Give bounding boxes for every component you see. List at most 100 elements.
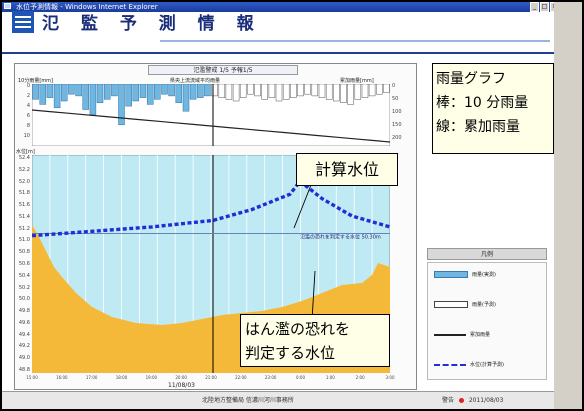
rain-chart xyxy=(32,84,390,146)
level-y-tick: 50.4 xyxy=(18,272,30,279)
level-label: 水位[m] xyxy=(16,149,35,155)
x-tick: 0:00 xyxy=(296,375,305,380)
rain-graph-callout: 雨量グラフ 棒：10 分雨量 線：累加雨量 xyxy=(432,63,554,154)
level-y-tick: 51.8 xyxy=(18,190,30,197)
legend-label: 雨量(予測) xyxy=(472,302,496,308)
legend-title: 凡例 xyxy=(427,248,547,260)
x-tick: 22:00 xyxy=(235,375,247,380)
rain-bar-forecast xyxy=(239,84,247,98)
level-y-tick: 50.2 xyxy=(18,284,30,291)
legend-item-cumulative: 累加雨量 xyxy=(434,331,490,338)
rain-bar-observed xyxy=(168,84,175,97)
level-y-tick: 52.0 xyxy=(18,178,30,185)
legend-swatch xyxy=(434,301,468,308)
rain-bar-observed xyxy=(189,84,197,100)
window-title: 水位予測情報 - Windows Internet Explorer xyxy=(16,3,158,11)
rain-bar-forecast xyxy=(297,84,304,97)
rain-bar-forecast xyxy=(318,84,326,98)
rain-bar-observed xyxy=(103,84,111,100)
x-tick: 17:00 xyxy=(85,375,98,380)
risk-callout-line-2: 判定する水位 xyxy=(245,344,336,362)
status-date: 2011/08/03 xyxy=(468,397,504,404)
x-tick: 18:00 xyxy=(115,375,128,380)
rain-y-tick: 4 xyxy=(26,103,30,109)
legend-label: 水位(計算予測) xyxy=(470,362,504,368)
x-tick: 16:00 xyxy=(56,375,68,380)
rain-bar-observed xyxy=(32,84,39,100)
legend-label: 累加雨量 xyxy=(470,332,491,338)
legend: 雨量(実測) 雨量(予測) 累加雨量 水位(計算予測) xyxy=(427,262,547,380)
rain-bar-observed xyxy=(139,84,147,98)
level-y-tick: 51.6 xyxy=(18,202,30,209)
x-tick: 1:00 xyxy=(325,375,335,380)
level-y-tick: 51.0 xyxy=(18,237,30,244)
app-header xyxy=(2,14,554,54)
rain-bar-forecast xyxy=(247,84,254,95)
rain-bar-forecast xyxy=(211,84,218,97)
level-y-tick: 52.4 xyxy=(18,155,30,161)
level-y-tick: 49.0 xyxy=(18,355,30,362)
rain-bar-forecast xyxy=(225,84,233,100)
rain-bar-observed xyxy=(96,84,104,103)
legend-item-rain-forecast: 雨量(予測) xyxy=(434,301,496,308)
rain-bar-observed xyxy=(53,84,61,109)
rain-bar-observed xyxy=(204,84,211,97)
rain-bar-observed xyxy=(39,84,47,105)
cum-y-tick: 50 xyxy=(392,96,399,102)
rain-bar-forecast xyxy=(218,84,226,98)
level-y-tick: 50.6 xyxy=(18,261,30,267)
rain-bar-forecast xyxy=(376,84,383,95)
x-tick: 21:00 xyxy=(205,375,217,380)
rain-bar-forecast xyxy=(354,84,362,100)
threshold-label: 氾濫の恐れを判定する水位 50.30m xyxy=(300,234,381,241)
calc-level-line xyxy=(32,178,390,238)
window-titlebar: 水位予測情報 - Windows Internet Explorer xyxy=(2,2,554,12)
rain-bar-forecast xyxy=(361,84,369,98)
cum-y-tick: 200 xyxy=(392,135,402,141)
rain-y-tick: 2 xyxy=(26,93,30,99)
rain-right-label: 累加雨量[mm] xyxy=(340,78,374,84)
rain-bar-forecast xyxy=(347,84,354,105)
legend-swatch xyxy=(434,363,466,366)
rain-y-tick: 10 xyxy=(23,133,30,139)
status-warning-label: 警告 xyxy=(442,397,455,404)
level-y-tick: 49.2 xyxy=(18,343,30,350)
rain-callout-line-1: 雨量グラフ xyxy=(436,71,506,87)
level-y-tick: 49.4 xyxy=(18,331,30,338)
rain-callout-line-3: 線：累加雨量 xyxy=(436,119,520,135)
rain-bar-observed xyxy=(182,84,190,112)
level-y-tick: 50.8 xyxy=(18,249,30,256)
rain-bar-observed xyxy=(82,84,89,110)
x-tick: 2:00 xyxy=(355,375,365,380)
rain-bar-forecast xyxy=(268,84,276,98)
level-y-tick: 48.8 xyxy=(18,367,30,373)
rain-bar-forecast xyxy=(311,84,319,97)
legend-swatch xyxy=(434,333,466,336)
cum-y-tick: 100 xyxy=(392,109,402,115)
rain-bar-forecast xyxy=(368,84,376,97)
x-tick: 23:00 xyxy=(264,375,277,380)
x-tick: 15:00 xyxy=(26,375,38,380)
risk-level-callout: はん濫の恐れを 判定する水位 xyxy=(240,314,390,367)
logo-icon xyxy=(12,11,34,33)
maximize-button[interactable]: □ xyxy=(540,2,549,12)
rain-bar-forecast xyxy=(340,84,347,103)
rain-bar-forecast xyxy=(254,84,261,97)
rain-callout-line-2: 棒：10 分雨量 xyxy=(436,95,529,111)
rain-bar-observed xyxy=(161,84,168,95)
rain-bar-forecast xyxy=(304,84,311,95)
scrollbar-area[interactable] xyxy=(554,2,582,409)
rain-bar-forecast xyxy=(232,84,240,102)
rain-left-label: 10分雨量[mm] xyxy=(18,78,54,84)
rain-bar-observed xyxy=(68,84,75,95)
level-y-tick: 49.6 xyxy=(18,319,30,326)
risk-callout-pointer xyxy=(311,270,316,321)
cum-y-tick: 0 xyxy=(392,83,396,89)
rain-bar-forecast xyxy=(275,84,283,102)
minimize-button[interactable]: _ xyxy=(530,2,539,12)
rain-bar-observed xyxy=(118,84,125,126)
x-tick: 19:00 xyxy=(145,375,158,380)
rain-bar-forecast xyxy=(325,84,333,100)
x-tick: 3:00 xyxy=(385,375,395,380)
